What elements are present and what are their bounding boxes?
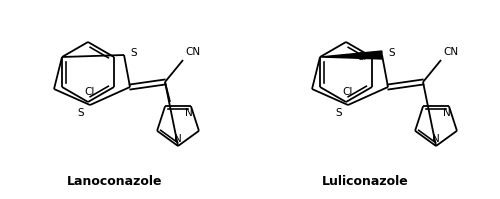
Text: N: N xyxy=(174,134,182,144)
Text: Cl: Cl xyxy=(356,52,367,62)
Text: Luliconazole: Luliconazole xyxy=(322,175,408,188)
Text: S: S xyxy=(336,108,342,118)
Text: CN: CN xyxy=(185,47,200,57)
Text: CN: CN xyxy=(443,47,458,57)
Text: N: N xyxy=(185,108,193,118)
Text: S: S xyxy=(388,48,394,58)
Polygon shape xyxy=(320,51,382,59)
Text: Cl: Cl xyxy=(343,87,353,97)
Text: S: S xyxy=(130,48,136,58)
Text: Lanoconazole: Lanoconazole xyxy=(67,175,163,188)
Text: Cl: Cl xyxy=(85,87,95,97)
Text: S: S xyxy=(78,108,84,118)
Text: N: N xyxy=(432,134,440,144)
Text: N: N xyxy=(443,108,451,118)
